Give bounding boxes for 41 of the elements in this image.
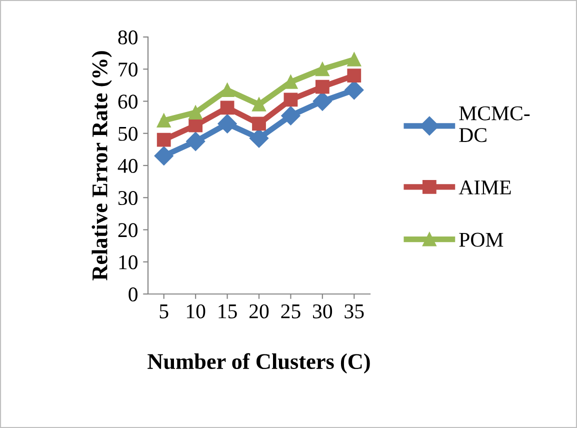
legend-label: MCMC- DC xyxy=(459,106,530,142)
y-tick-label: 40 xyxy=(118,158,138,173)
point xyxy=(284,92,298,107)
x-tick-label: 15 xyxy=(218,304,237,318)
point xyxy=(188,106,203,120)
y-tick-label: 80 xyxy=(118,30,138,44)
point xyxy=(154,146,174,166)
y-tick-label: 50 xyxy=(118,126,138,141)
point xyxy=(186,132,206,151)
x-tick-label: 35 xyxy=(344,304,364,318)
point xyxy=(281,106,300,126)
y-tick-label: 0 xyxy=(128,287,138,302)
point xyxy=(249,128,269,148)
point xyxy=(284,75,298,89)
y-tick-label: 20 xyxy=(118,223,138,238)
point xyxy=(347,52,362,66)
y-tick-label: 30 xyxy=(118,191,138,206)
x-tick-label: 10 xyxy=(186,304,206,318)
x-tick-label: 25 xyxy=(281,304,300,318)
x-tick-label: 5 xyxy=(160,304,168,318)
point xyxy=(315,62,330,76)
y-tick-label: 70 xyxy=(118,62,138,77)
x-tick-label: 20 xyxy=(250,304,269,318)
legend-label: AIME xyxy=(458,180,511,194)
point xyxy=(218,114,237,134)
legend-label: POM xyxy=(459,232,504,247)
point xyxy=(252,98,266,112)
point xyxy=(312,92,332,111)
point xyxy=(220,100,234,115)
y-tick-label: 60 xyxy=(118,94,138,109)
point xyxy=(315,80,330,94)
point xyxy=(188,118,203,132)
x-axis-title: Number of Clusters (C) xyxy=(148,353,370,374)
point xyxy=(156,132,171,147)
point xyxy=(156,114,171,128)
y-tick-label: 10 xyxy=(119,255,138,270)
point xyxy=(347,68,362,82)
point xyxy=(220,83,234,97)
y-axis-title: Relative Error Rate (%) xyxy=(92,51,112,280)
point xyxy=(252,116,266,131)
x-tick-label: 30 xyxy=(313,304,332,318)
